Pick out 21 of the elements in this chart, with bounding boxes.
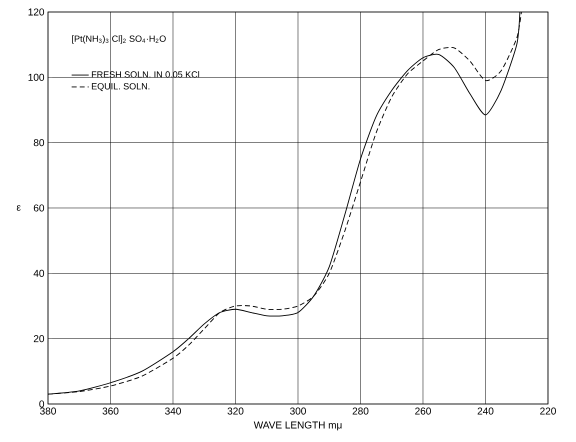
x-tick-label: 320 xyxy=(228,408,244,415)
x-tick-label: 240 xyxy=(478,408,494,415)
x-tick-label: 260 xyxy=(415,408,431,415)
x-tick-label: 280 xyxy=(352,408,368,415)
y-tick-label: 40 xyxy=(34,270,44,277)
legend-label: EQUIL. SOLN. xyxy=(92,83,150,92)
y-tick-label: 120 xyxy=(28,8,44,16)
x-tick-label: 380 xyxy=(40,408,56,415)
y-tick-label: 80 xyxy=(34,139,44,146)
y-tick-label: 60 xyxy=(34,204,44,212)
x-tick-label: 340 xyxy=(165,408,181,415)
x-axis-title: WAVE LENGTH mμ xyxy=(254,421,342,430)
x-tick-label: 300 xyxy=(290,408,306,415)
y-tick-label: 20 xyxy=(34,335,44,342)
y-tick-label: 0 xyxy=(39,400,44,408)
x-tick-label: 220 xyxy=(540,408,556,415)
x-tick-label: 360 xyxy=(102,408,118,415)
legend-label: FRESH SOLN. IN 0.05 KCl xyxy=(92,71,200,78)
text: [Pt(NH$_{3}$)$_{3}$ Cl]$_{2}$ SO$_{4}$·H$_{2}$O xyxy=(72,35,166,44)
y-axis-title: ε xyxy=(16,205,21,211)
y-tick-label: 100 xyxy=(28,74,44,81)
